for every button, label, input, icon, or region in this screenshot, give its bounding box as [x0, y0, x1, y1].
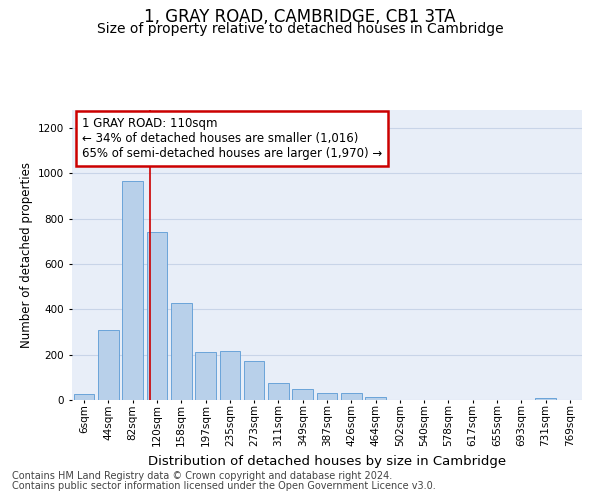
Bar [535, 398, 556, 400]
Y-axis label: Number of detached properties: Number of detached properties [20, 162, 32, 348]
Bar [268, 383, 289, 400]
Bar [195, 352, 216, 400]
Bar [365, 396, 386, 400]
Bar [74, 394, 94, 400]
Bar [317, 393, 337, 400]
Text: 1, GRAY ROAD, CAMBRIDGE, CB1 3TA: 1, GRAY ROAD, CAMBRIDGE, CB1 3TA [144, 8, 456, 26]
Text: 1 GRAY ROAD: 110sqm
← 34% of detached houses are smaller (1,016)
65% of semi-det: 1 GRAY ROAD: 110sqm ← 34% of detached ho… [82, 117, 382, 160]
Text: Size of property relative to detached houses in Cambridge: Size of property relative to detached ho… [97, 22, 503, 36]
Bar [171, 302, 191, 400]
Bar [146, 232, 167, 400]
Text: Contains HM Land Registry data © Crown copyright and database right 2024.: Contains HM Land Registry data © Crown c… [12, 471, 392, 481]
Bar [122, 182, 143, 400]
Bar [98, 330, 119, 400]
Bar [341, 393, 362, 400]
Bar [292, 388, 313, 400]
Bar [244, 362, 265, 400]
Bar [220, 352, 240, 400]
X-axis label: Distribution of detached houses by size in Cambridge: Distribution of detached houses by size … [148, 454, 506, 468]
Text: Contains public sector information licensed under the Open Government Licence v3: Contains public sector information licen… [12, 481, 436, 491]
